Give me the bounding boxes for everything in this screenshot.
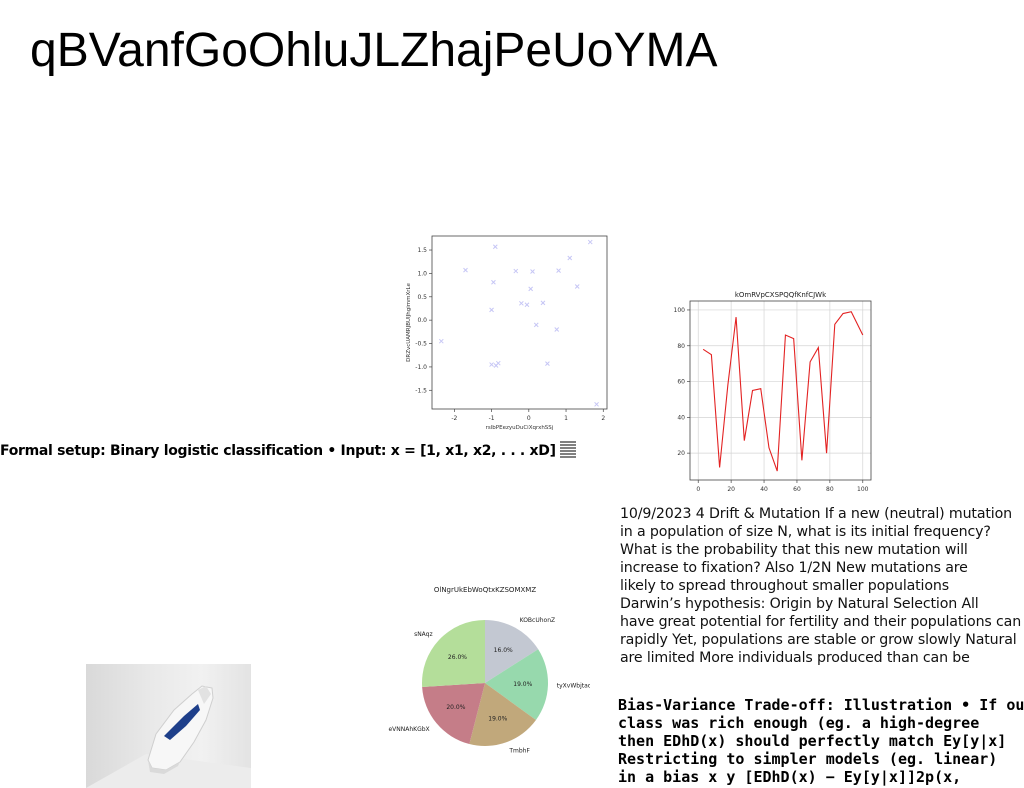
scatter-point (530, 269, 535, 274)
scatter-point (519, 300, 524, 306)
shoe-photo (86, 664, 251, 788)
drift-line: increase to fixation? Also 1/2N New muta… (620, 560, 968, 576)
scatter-point (438, 338, 444, 344)
scatter-point (489, 362, 494, 367)
drift-line: have great potential for fertility and t… (620, 614, 1022, 630)
scatter-point (492, 244, 498, 250)
x-tick-label: 20 (727, 486, 735, 493)
pie-chart: OlNgrUkEbWoQtxKZSOMXMZ 16.0% KOBcUhonZ 19.0… (388, 586, 590, 755)
y-tick-label: 60 (677, 379, 685, 386)
y-tick-label: 80 (677, 343, 685, 350)
slice-name-label: sNAqz (414, 631, 433, 638)
pie-slice (485, 649, 548, 721)
slice-percent-label: 20.0% (446, 704, 465, 711)
scatter-point (556, 268, 561, 273)
y-tick-label: -0.5 (415, 341, 427, 348)
x-tick-label: -1 (489, 415, 495, 422)
y-tick-label: -1.5 (415, 387, 427, 394)
y-tick-label: 1.0 (417, 270, 427, 277)
scatter-point (463, 267, 468, 273)
x-tick-label: 0 (527, 415, 531, 422)
scatter-point (491, 279, 496, 285)
x-tick-label: 80 (826, 486, 834, 493)
y-tick-label: 40 (677, 414, 685, 421)
scatter-point (528, 286, 534, 292)
bias-variance-text: Bias-Variance Trade-off: Illustration • … (618, 696, 1024, 786)
bias-line: Restricting to simpler models (eg. linea… (618, 750, 998, 768)
x-tick-label: 100 (857, 486, 869, 493)
bias-line: in a bias x y [EDhD(x) − Ey[y|x]]2p(x, (618, 768, 962, 786)
scatter-point (594, 401, 599, 407)
formal-setup-text: Formal setup: Binary logistic classifica… (0, 440, 600, 461)
scatter-point (574, 284, 580, 289)
line-chart: kOmRVpCXSPQQfKnfCJWk 20 40 60 80 100 0 20 40 60 80… (674, 291, 872, 493)
drift-line: are limited More individuals produced th… (620, 650, 970, 666)
x-tick-label: 1 (564, 415, 568, 422)
slice-name-label: eVNNAhKGbX (388, 726, 429, 733)
scatter-point (587, 239, 593, 245)
y-tick-label: 0.0 (417, 317, 427, 324)
scatter-point (495, 360, 501, 366)
scatter-chart: -2 -1 0 1 2 -1.5 -1.0 -0.5 0.0 0.5 1.0 1.5 rslbPEezy… (406, 235, 608, 431)
x-tick-label: 0 (696, 486, 700, 493)
x-axis-label: rslbPEezyuDuCiXqrxhSSj (486, 425, 554, 431)
y-tick-label: 0.5 (417, 294, 427, 301)
y-tick-label: 100 (674, 307, 686, 314)
drift-line: Darwin’s hypothesis: Origin by Natural S… (620, 596, 979, 612)
drift-line: 10/9/2023 4 Drift & Mutation If a new (n… (620, 506, 1012, 522)
slice-name-label: TmbhF (508, 748, 530, 755)
y-tick-label: -1.0 (415, 364, 427, 371)
bias-line: class was rich enough (eg. a high-degree (618, 714, 980, 732)
slice-percent-label: 19.0% (513, 681, 532, 688)
chart-title: OlNgrUkEbWoQtxKZSOMXMZ (434, 586, 536, 594)
slice-percent-label: 26.0% (448, 654, 467, 661)
slice-name-label: tyXvWbjtao (557, 682, 590, 689)
formal-setup-line: Formal setup: Binary logistic classifica… (0, 443, 561, 459)
pie-slice (422, 683, 485, 745)
scatter-point (513, 268, 519, 274)
drift-line: rapidly Yet, populations are stable or g… (620, 632, 1017, 648)
slice-percent-label: 16.0% (494, 647, 513, 654)
pie-slice (422, 620, 485, 687)
drift-mutation-text: 10/9/2023 4 Drift & Mutation If a new (n… (620, 505, 1024, 667)
plot-frame (689, 300, 872, 481)
bias-line: Bias-Variance Trade-off: Illustration • … (618, 696, 1024, 714)
y-tick-label: 1.5 (417, 247, 427, 254)
scatter-point (554, 327, 560, 332)
y-axis-label: DRZvcUAMRJBUIJhgimmXrLe (406, 283, 412, 362)
drift-line: in a population of size N, what is its i… (620, 524, 991, 540)
bias-line: then EDhD(x) should perfectly match Ey[y… (618, 732, 1007, 750)
sneaker-image (86, 685, 251, 788)
x-tick-label: 2 (601, 415, 605, 422)
x-tick-label: -2 (451, 415, 457, 422)
plot-frame (431, 235, 608, 410)
pie-slice (469, 683, 536, 746)
y-tick-label: 20 (677, 450, 685, 457)
pie-slice (485, 620, 539, 683)
scatter-point (533, 322, 539, 328)
scatter-point (540, 300, 546, 306)
scatter-point (524, 302, 530, 308)
scatter-point (545, 361, 550, 366)
scatter-point (489, 307, 494, 313)
drift-line: likely to spread throughout smaller popu… (620, 578, 949, 594)
drift-line: What is the probability that this new mu… (620, 542, 968, 558)
x-tick-label: 60 (793, 486, 801, 493)
page-title: qBVanfGoOhluJLZhajPeUoYMA (30, 24, 718, 77)
menu-lines-icon (560, 441, 577, 458)
slice-name-label: KOBcUhonZ (520, 617, 556, 624)
scatter-point (567, 255, 573, 261)
slice-percent-label: 19.0% (488, 716, 507, 723)
chart-title: kOmRVpCXSPQQfKnfCJWk (735, 291, 827, 299)
series-line (702, 311, 864, 472)
x-tick-label: 40 (760, 486, 768, 493)
